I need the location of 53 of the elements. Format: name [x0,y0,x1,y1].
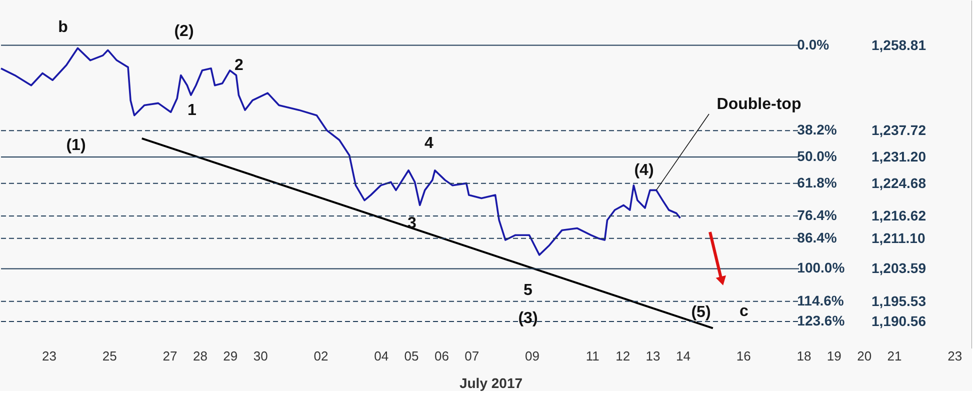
annotation: 2 [234,57,244,74]
x-tick-label: 19 [826,348,842,364]
x-tick-label: 27 [162,348,178,364]
x-tick-label: 20 [857,348,872,364]
y-tick-label: 1,237.72 [872,122,926,138]
annotation: (5) [691,304,711,321]
annotation: 5 [524,282,533,299]
x-tick-label: 16 [736,348,751,364]
y-tick-label: 1,224.68 [872,174,926,191]
annotation: (3) [518,310,538,327]
y-tick-label: 1,216.62 [872,208,926,224]
x-tick-label: 30 [253,348,268,364]
y-tick-label: 1,231.20 [872,148,926,165]
annotation: 50.0% [797,148,838,164]
x-tick-label: 23 [42,348,57,364]
y-tick-label: 1,258.81 [872,36,926,53]
x-tick-label: 13 [646,348,660,364]
x-tick-label: 12 [616,348,630,364]
annotation: 76.4% [797,207,838,224]
x-tick-label: 25 [102,348,117,364]
annotation: c [740,303,749,320]
x-tick-label: 18 [796,348,812,364]
y-tick-label: 1,211.10 [872,230,926,246]
x-axis-title: July 2017 [459,375,523,391]
x-tick-label: 28 [192,348,208,364]
annotation: 61.8% [797,174,838,190]
x-tick-label: 07 [464,348,480,364]
x-tick-label: 23 [948,348,962,364]
annotation: Double-top [716,96,802,113]
annotation: 1 [188,102,197,119]
annotation: 123.6% [797,312,846,328]
x-tick-label: 14 [676,348,690,364]
x-tick-label: 11 [586,348,600,364]
annotation: 38.2% [797,122,838,138]
x-tick-label: 21 [887,348,902,364]
x-tick-label: 06 [434,348,449,364]
x-tick-label: 05 [404,348,419,364]
annotation: 0.0% [797,36,830,52]
x-tick-label: 04 [374,348,389,364]
x-tick-label: 02 [314,348,328,364]
x-tick-label: 29 [223,348,238,364]
annotation: 100.0% [797,260,846,276]
annotation: 4 [424,135,434,152]
annotation: 114.6% [797,292,844,308]
y-tick-label: 1,190.56 [872,312,926,329]
annotation: (1) [66,137,86,154]
x-tick-label: 09 [525,348,540,364]
y-tick-label: 1,195.53 [872,292,926,309]
y-tick-label: 1,203.59 [872,260,926,276]
annotation: b [58,19,68,36]
annotation: (4) [634,162,654,179]
annotation: (2) [174,23,194,40]
annotation: 86.4% [797,229,838,246]
